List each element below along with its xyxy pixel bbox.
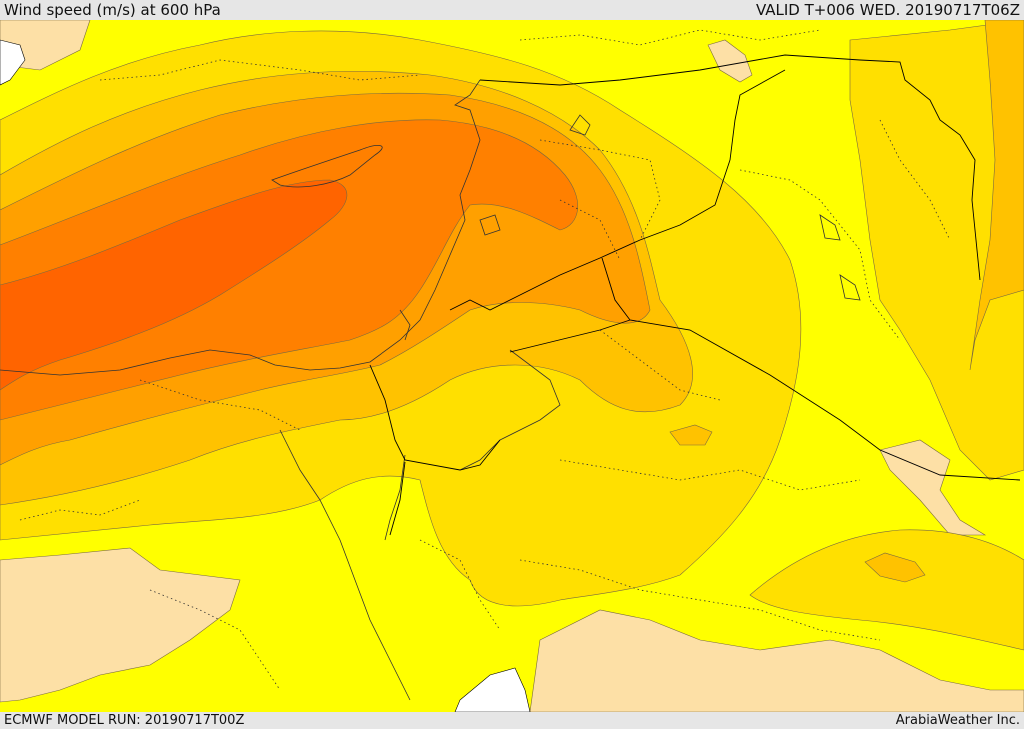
footer-bar: ECMWF MODEL RUN: 20190717T00Z ArabiaWeat… — [0, 712, 1024, 729]
calm-area-north — [707, 39, 753, 83]
coastlines — [0, 79, 861, 701]
wind-speed-map — [0, 20, 1024, 712]
calm-area-southwest — [0, 547, 241, 703]
band-2-east — [849, 20, 1024, 481]
water-northwest — [0, 39, 26, 86]
band-6-jet-core — [0, 179, 348, 391]
admin-borders — [19, 29, 951, 691]
map-title: Wind speed (m/s) at 600 hPa — [4, 1, 221, 19]
calm-area-east — [879, 439, 987, 536]
header-bar: Wind speed (m/s) at 600 hPa VALID T+006 … — [0, 0, 1024, 20]
band-3-patch-southeast — [864, 552, 926, 583]
valid-time: VALID T+006 WED. 20190717T06Z — [755, 1, 1020, 19]
water-south — [454, 667, 531, 712]
band-3-east — [969, 20, 1024, 371]
model-run: ECMWF MODEL RUN: 20190717T00Z — [4, 713, 245, 728]
national-borders — [369, 54, 1021, 536]
calm-area-south — [529, 609, 1024, 712]
band-5 — [0, 119, 579, 421]
credit: ArabiaWeather Inc. — [895, 713, 1020, 728]
band-3-patch — [669, 424, 713, 446]
